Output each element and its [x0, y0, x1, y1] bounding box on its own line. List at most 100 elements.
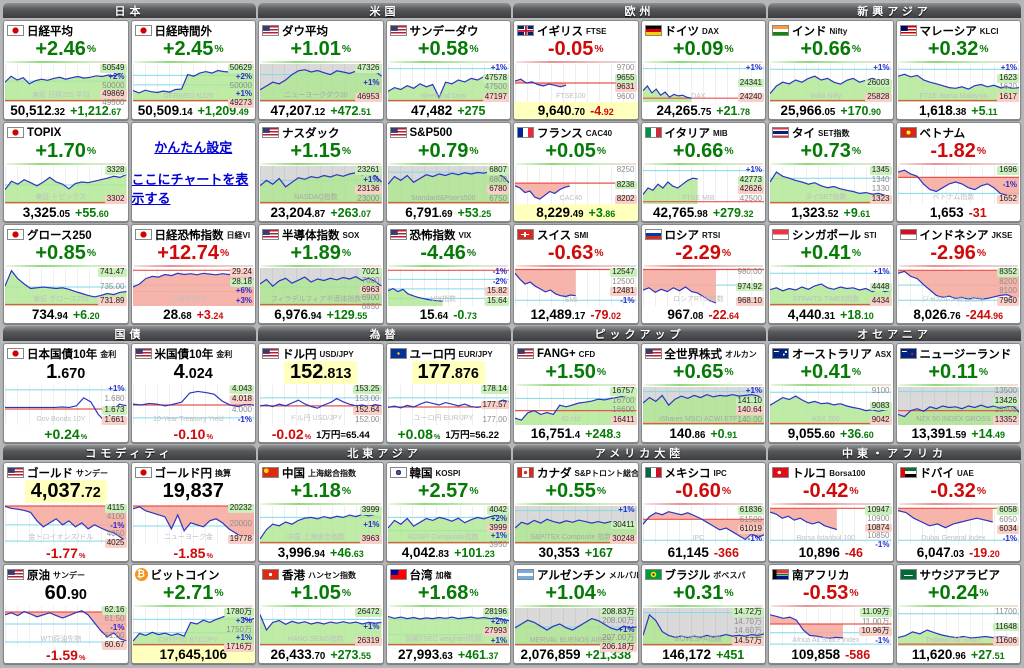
flag-icon-us	[134, 348, 152, 359]
market-cell-bovespa[interactable]: ブラジル ボベスパ +0.31% BOVESPA指数 14.72万 14.70万 14.60…	[640, 564, 766, 664]
market-cell-borsa100[interactable]: トルコ Borsa100 -0.42% Borsa Istanbul 100 10947…	[768, 462, 894, 562]
market-cell-bitcoin[interactable]: ₿ ビットコイン +2.71% CRYPTO BTC/JPY 1780万 +3% 1750万…	[130, 564, 256, 664]
market-cell-usdjpy[interactable]: ドル円 USD/JPY 152.813 ドル円 USD/JPY 153.25 153.00…	[258, 343, 384, 443]
market-cell-klci[interactable]: マレーシア KLCI +0.32% FTSE Bursa Malaysia +1% 162…	[895, 20, 1021, 120]
market-cell-set[interactable]: タイ SET指数 +0.73% タイSET指数 1345 1340 1330 1323 1,32…	[768, 122, 894, 222]
market-suffix: サンデー	[53, 571, 85, 580]
flag-icon-us	[262, 25, 279, 36]
current-value: 6,791.69	[405, 205, 453, 220]
market-cell-tsx[interactable]: カナダ S&Pトロント総合 +0.55% S&P/TSX Composite 指数 +1…	[513, 462, 639, 562]
market-suffix: Nifty	[829, 27, 848, 36]
percent-underline	[898, 384, 1018, 386]
market-cell-jgb10y[interactable]: 日本国債10年 金利 1.670 Gov Bonds 10Y +1% 1.680 1.673…	[3, 343, 129, 443]
market-cell-acwi[interactable]: 全世界株式 オルカン +0.65% iShares MSCI ACWI ETF +1% 1…	[640, 343, 766, 443]
market-suffix: MIB	[713, 129, 728, 138]
market-cell-mib[interactable]: イタリア MIB +0.66% FTSE MIB +1% 42773 42626 42500 4…	[640, 122, 766, 222]
value-change: +461.37	[457, 647, 499, 662]
percent-underline	[898, 163, 1018, 165]
market-cell-kospi[interactable]: 韓国 KOSPI +2.57% KOSPI Composite指数 4042 +2% 399…	[385, 462, 511, 562]
market-cell-rtsi[interactable]: ロシア RTSI -2.29% ロシアRTSI指数 980.00 974.92 968.10…	[640, 224, 766, 324]
market-cell-nikkei-vi[interactable]: 日経恐怖指数 日経VI +12.74% 日経平均VI 29.24 28.18 +6% +3% 2…	[130, 224, 256, 324]
market-name: ロシア	[664, 229, 700, 242]
mini-chart: Africa All Share Index 11.09万 11.00万 10.96万…	[770, 607, 892, 646]
cell-header: シンガポール STI	[769, 225, 893, 242]
value-change: -4.92	[590, 103, 614, 118]
cell-footer: 16,751.4 +248.3	[514, 425, 638, 442]
market-cell-cac40[interactable]: フランス CAC40 +0.05% CAC40 8250 8238 8202 8,229.49…	[513, 122, 639, 222]
show-chart-here-link[interactable]: ここにチャートを表示する	[131, 172, 249, 207]
market-cell-jkse[interactable]: インドネシア JKSE -2.96% ジャカルタ総合指数 8352 8200 8100 796…	[895, 224, 1021, 324]
market-cell-sp500[interactable]: S&P500 +0.79% Standard&Poor's500 6807 6800 67…	[385, 122, 511, 222]
market-cell-nasdaq[interactable]: ナスダック +1.15% NASDAQ指数 23261 +1% 23136 23000 23,…	[258, 122, 384, 222]
cell-footer: -1.59%	[4, 646, 128, 663]
percent-change-row: -4.46%	[420, 242, 477, 264]
market-cell-nifty[interactable]: インド Nifty +0.66% India Nifty +1% 26003 25828 25…	[768, 20, 894, 120]
market-cell-smi[interactable]: スイス SMI -0.63% SMI 12547 12500 12481 -1% 12,489.…	[513, 224, 639, 324]
cell-header: 米国債10年 金利	[132, 344, 256, 361]
market-cell-ipc[interactable]: メキシコ IPC -0.60% IPC 61836 61500 61019 -1% 61,145…	[640, 462, 766, 562]
chart-watermark: フィラデルフィア半導体指数	[270, 296, 362, 303]
market-cell-tadawul[interactable]: サウジアラビア +0.24% Tadawul All Share 11700 11648…	[895, 564, 1021, 664]
sparkline	[770, 608, 892, 646]
market-cell-nzx50[interactable]: ニュージーランド +0.11% NZX 50 INDEX GROSS 13500 134…	[895, 343, 1021, 443]
market-cell-hangseng[interactable]: 香港 ハンセン指数 +1.05% HANG SENG指数 26472 +1% 26319 26…	[258, 564, 384, 664]
market-cell-vnindex[interactable]: ベトナム -1.82% ベトナム指数 1696 -1% 1652 1,653 -31	[895, 122, 1021, 222]
percent-underline	[516, 503, 636, 505]
cell-header: ユーロ円 EUR/JPY	[387, 344, 511, 361]
market-cell-nikkei-jikangai[interactable]: 日経時間外 +2.45% DERIVED N225 50629 +2% 50000 +1% 4…	[130, 20, 256, 120]
market-cell-jse[interactable]: 南アフリカ -0.53% Africa All Share Index 11.09万 1…	[768, 564, 894, 664]
market-name: マレーシア	[919, 25, 977, 38]
cell-footer: 6,976.94 +129.55	[259, 306, 383, 323]
market-name: 全世界株式	[664, 348, 723, 361]
cell-footer: 8,229.49 +3.86	[514, 204, 638, 221]
mini-chart: BOVESPA指数 14.72万 14.70万 14.60万 14.57万	[642, 607, 764, 646]
flag-icon-sa	[899, 569, 917, 580]
market-cell-taiex[interactable]: 台湾 加権 +1.68% 加権TSEC weighted指数 28196 +2% 27993…	[385, 564, 511, 664]
market-cell-vix[interactable]: 恐怖指数 VIX -4.46% VIX指数 -1% -2% 15.82 15.64 15.64-…	[385, 224, 511, 324]
market-cell-eurjpy[interactable]: ユーロ円 EUR/JPY 177.876 ユーロ円 EUR/JPY 178.14 177.…	[385, 343, 511, 443]
market-cell-dow[interactable]: ダウ平均 +1.01% ニューヨークダウ30 47326 +1% 46953 47,207.…	[258, 20, 384, 120]
percent-change-row: +1.70%	[35, 140, 97, 162]
market-name: 韓国	[409, 467, 433, 480]
market-cell-ust10y[interactable]: 米国債10年 金利 4.024 10-Year Treasury Yield 4.043…	[130, 343, 256, 443]
current-value: 11,620.96	[911, 647, 966, 662]
cell-footer: -1.85%	[132, 544, 256, 561]
sparkline	[515, 64, 637, 102]
market-cell-shanghai[interactable]: 中国 上海総合指数 +1.18% 中国 上海総合指数 3999 +1% 3963 3,996.…	[258, 462, 384, 562]
flag-icon-jp	[134, 25, 152, 36]
mini-chart: タイSET指数 1345 1340 1330 1323	[770, 165, 892, 204]
percent-change-row: +2.57%	[417, 480, 479, 502]
market-cell-sunday-dow[interactable]: サンデーダウ +0.58% Weekend Dow +1% 47578 47500 4719…	[385, 20, 511, 120]
market-cell-dubai[interactable]: ドバイ UAE -0.32% Dubai General Index 6058 6050 6…	[895, 462, 1021, 562]
market-cell-sti[interactable]: シンガポール STI +0.41% STRAITS TIMES指数 +1% 4448 443…	[768, 224, 894, 324]
market-cell-sox[interactable]: 半導体指数 SOX +1.89% フィラデルフィア半導体指数 7021 7000 6963 6…	[258, 224, 384, 324]
market-cell-gold[interactable]: ゴールド サンデー 4,037.72 金トロイオンス/ドル 4115 4100 -1% 405…	[3, 462, 129, 562]
percent-change-row: +1.68%	[417, 582, 479, 604]
market-cell-dax[interactable]: ドイツ DAX +0.09% DAX +1% 24341 24240 24,265.75 +21…	[640, 20, 766, 120]
percent-underline	[516, 265, 636, 267]
market-cell-fang-plus[interactable]: FANG+ CFD +1.50% IG cfd 16757 16700 16600 16411…	[513, 343, 639, 443]
market-name: ドル円	[282, 348, 317, 361]
chart-watermark: IG cfd	[561, 416, 581, 423]
market-suffix: 金利	[100, 350, 117, 359]
flag-icon-us	[262, 127, 279, 138]
market-cell-gold-jpy[interactable]: ゴールド円 換算 19,837 ニューヨーク金 20232 20000 19778 -1.85…	[130, 462, 256, 562]
market-cell-merval[interactable]: アルゼンチン メルバル +1.04% MERVAL BUENOS AIRES 208.8…	[513, 564, 639, 664]
market-cell-ftse[interactable]: イギリス FTSE -0.05% FTSE100 9700 9655 9631 9600 9,6…	[513, 20, 639, 120]
market-cell-wti-oil[interactable]: 原油 サンデー 60.90 WTI原油先物 62.16 61.50 -1% 61.00 60.6…	[3, 564, 129, 664]
market-cell-asx200[interactable]: オーストラリア ASX +0.41% ASX 200 9100 9083 9042 9,055…	[768, 343, 894, 443]
current-value: 28.68	[163, 307, 192, 322]
market-cell-growth250[interactable]: グロース250 +0.85% 東証 グロース250 741.47 735.00 731.8…	[3, 224, 129, 324]
chart-watermark: 金トロイオンス/ドル	[28, 534, 94, 541]
mini-chart: 東証 トピックス 3328 3302	[5, 165, 127, 204]
market-suffix: EUR/JPY	[458, 350, 493, 359]
market-cell-topix[interactable]: TOPIX +1.70% 東証 トピックス 3328 3302 3,325.05 +55.6…	[3, 122, 129, 222]
easy-setup-link[interactable]: かんたん設定	[154, 139, 233, 155]
market-suffix: メルバル	[608, 571, 639, 580]
percent-change-row: -2.96%	[930, 242, 987, 264]
chart-watermark: MERVAL BUENOS AIRES	[529, 637, 612, 644]
market-suffix: 換算	[215, 469, 231, 478]
current-value: 47,482	[411, 103, 453, 118]
chart-watermark: S&P/TSX Composite 指数	[530, 534, 612, 541]
market-cell-nikkei225[interactable]: 日経平均 +2.46% 東証 日経225 平均 50549 +2% 50000 49869 4…	[3, 20, 129, 120]
